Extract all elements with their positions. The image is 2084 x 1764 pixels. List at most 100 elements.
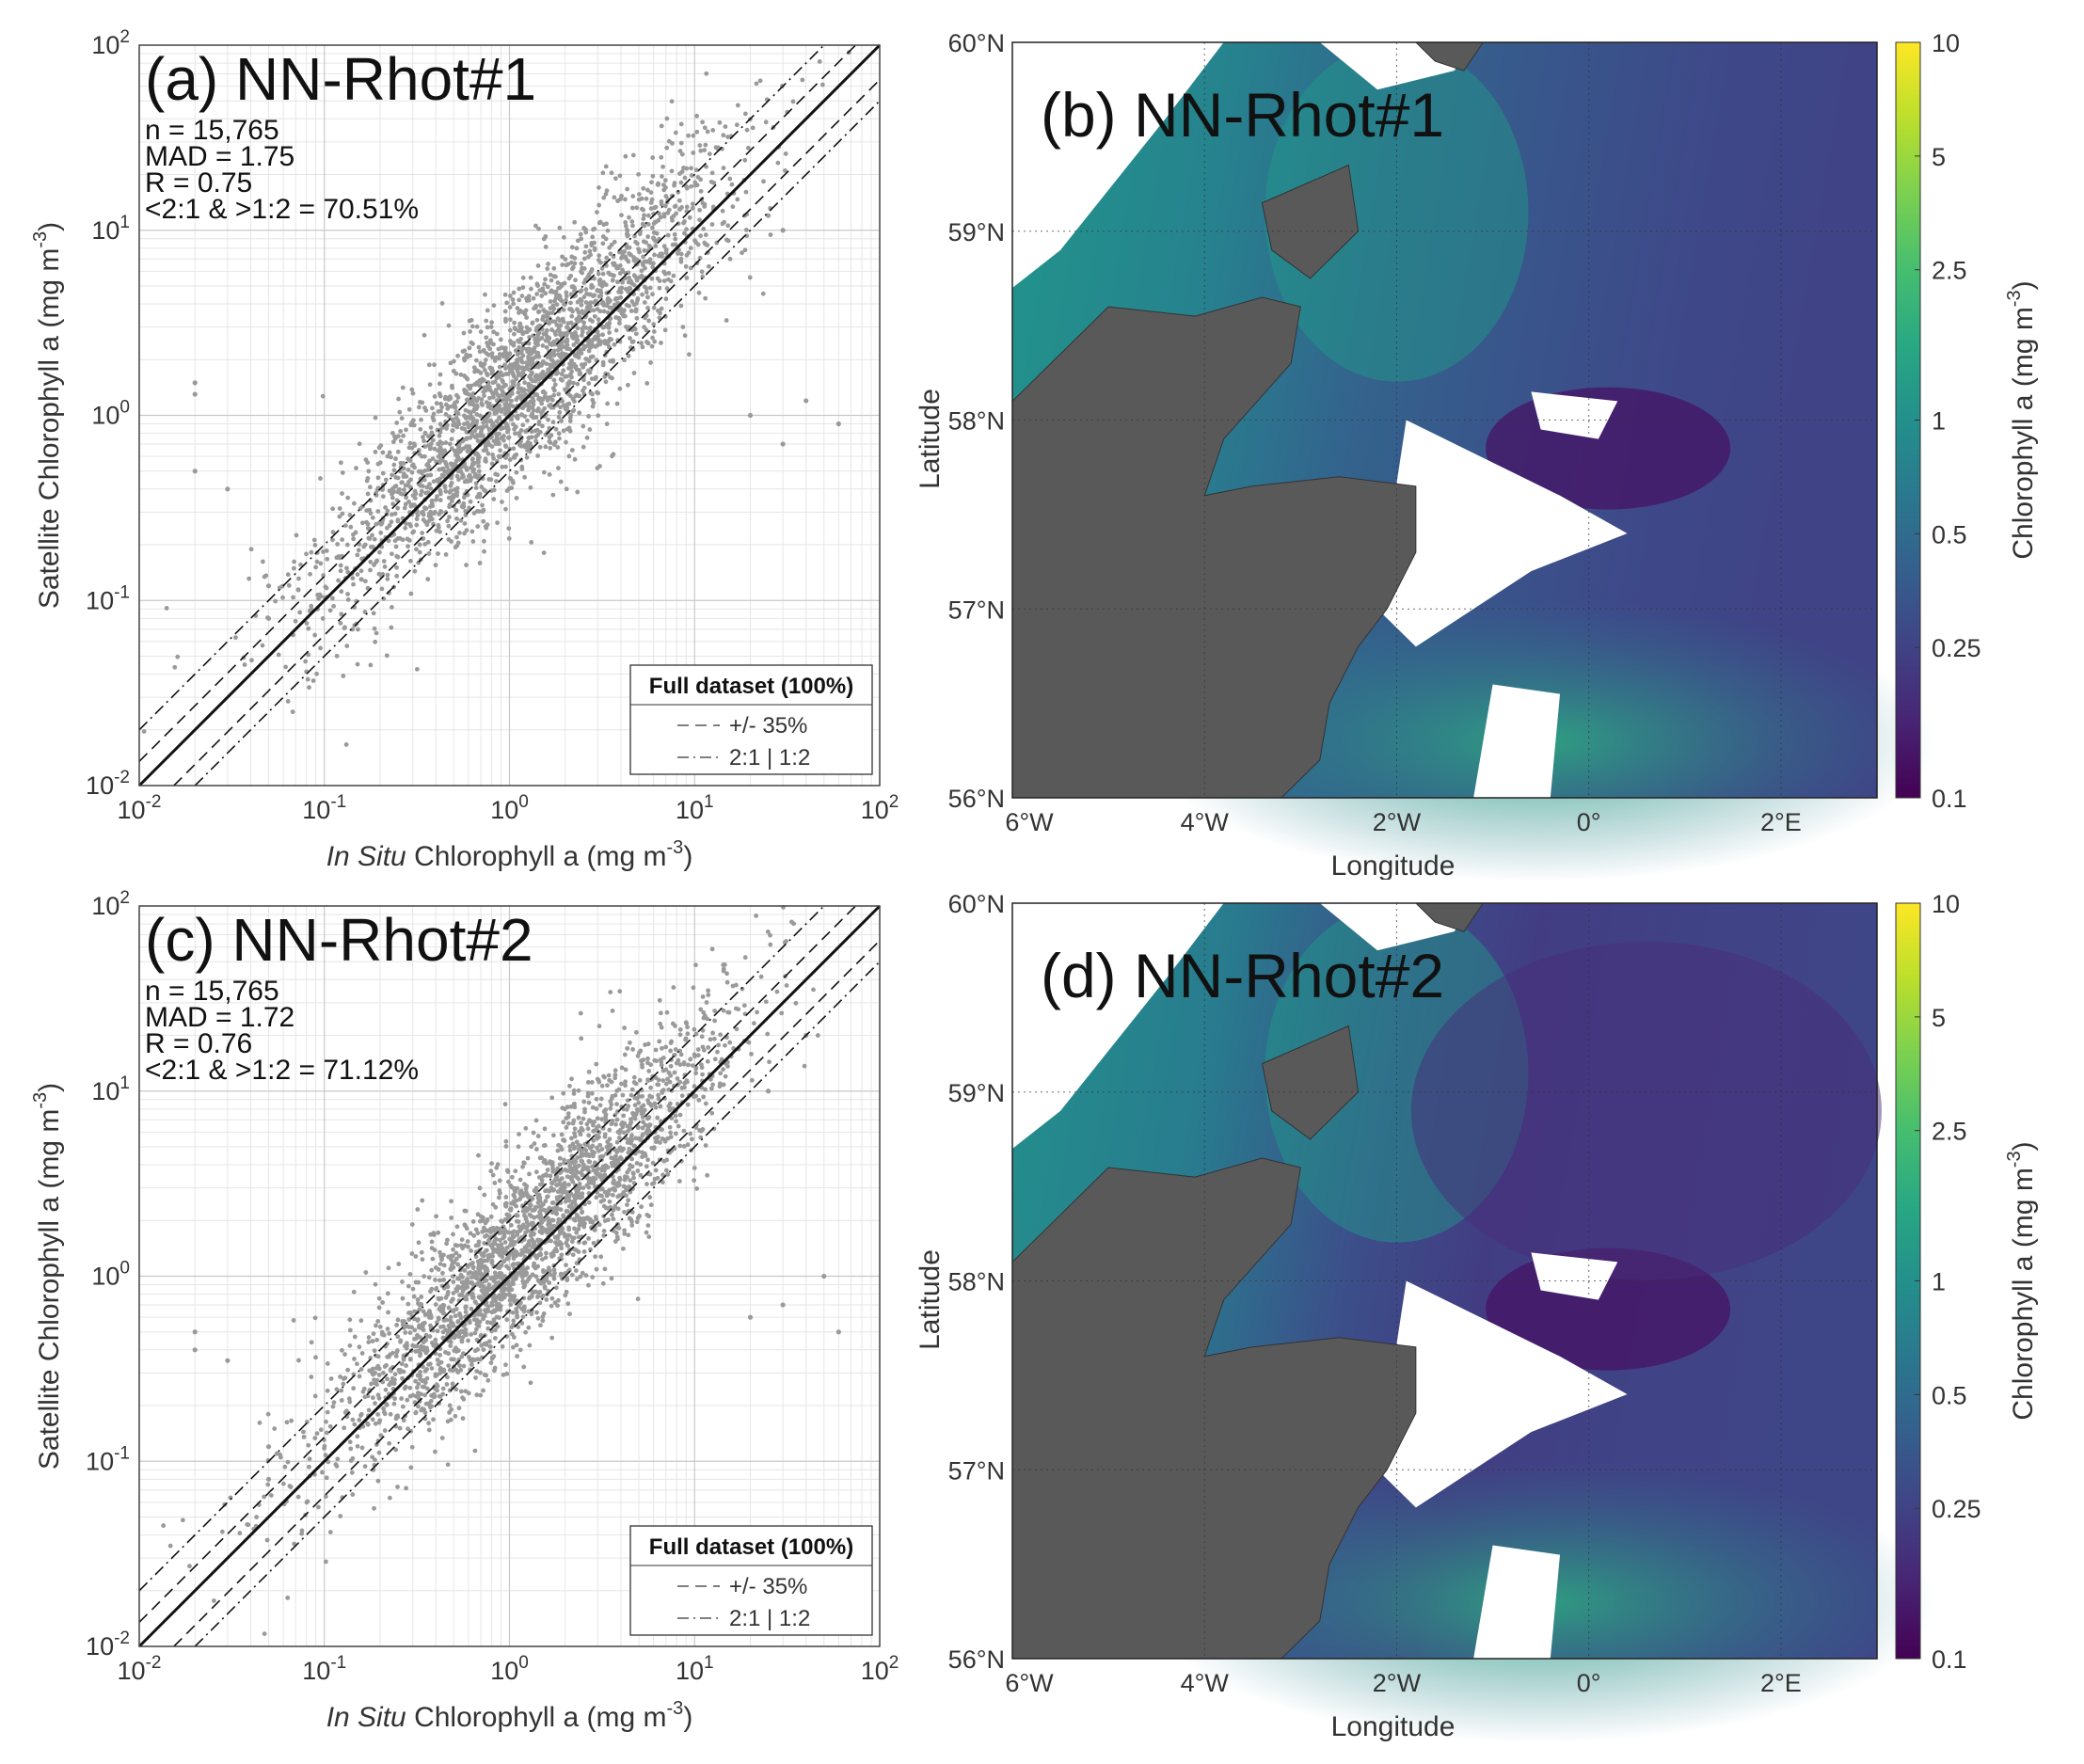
scatter-point <box>590 1275 595 1279</box>
scatter-point <box>401 1296 406 1301</box>
scatter-point <box>447 324 452 328</box>
scatter-point <box>569 1076 574 1081</box>
scatter-point <box>429 441 434 446</box>
scatter-point <box>620 1066 625 1071</box>
scatter-point <box>601 326 606 330</box>
scatter-point <box>555 1183 560 1187</box>
scatter-point <box>449 484 453 488</box>
scatter-point <box>707 264 711 269</box>
scatter-point <box>714 145 719 150</box>
scatter-point <box>591 338 596 342</box>
scatter-point <box>377 445 382 450</box>
x-tick-label-exp: 1 <box>704 792 714 812</box>
scatter-point <box>443 397 448 402</box>
scatter-point <box>598 1254 603 1259</box>
scatter-point <box>704 1102 708 1106</box>
scatter-point <box>476 396 481 401</box>
scatter-point <box>434 1214 438 1218</box>
scatter-point <box>471 1271 476 1276</box>
scatter-point <box>476 1153 481 1158</box>
scatter-point <box>417 405 422 409</box>
scatter-point <box>438 1371 443 1375</box>
scatter-point <box>456 419 461 423</box>
scatter-point <box>386 1291 390 1295</box>
scatter-point <box>371 1417 375 1422</box>
scatter-point <box>494 410 499 415</box>
scatter-point <box>517 386 521 390</box>
scatter-point <box>434 498 438 502</box>
scatter-point <box>730 183 735 187</box>
scatter-point <box>527 1171 532 1176</box>
scatter-point <box>406 456 410 461</box>
scatter-point <box>586 1091 591 1096</box>
scatter-point <box>607 1128 612 1133</box>
scatter-point <box>696 1053 701 1057</box>
scatter-point <box>339 460 343 465</box>
scatter-point <box>703 296 708 301</box>
scatter-point <box>635 1096 640 1101</box>
scatter-point <box>423 1410 428 1415</box>
scatter-point <box>467 1391 471 1395</box>
scatter-point <box>662 244 667 248</box>
scatter-point <box>503 1102 508 1106</box>
scatter-point <box>650 198 655 202</box>
scatter-point <box>750 1078 755 1083</box>
scatter-point <box>478 561 483 565</box>
scatter-point <box>428 510 433 515</box>
scatter-point <box>321 616 326 621</box>
x-tick-label-base: 10 <box>302 796 330 824</box>
scatter-point <box>277 653 281 658</box>
scatter-point <box>485 373 490 377</box>
scatter-point <box>641 262 645 267</box>
scatter-point <box>489 1215 494 1219</box>
scatter-point <box>475 405 480 409</box>
scatter-point <box>394 421 399 425</box>
y-axis-label: Latitude <box>915 389 946 489</box>
scatter-point <box>593 247 597 252</box>
scatter-point <box>392 485 397 489</box>
scatter-point <box>546 1194 550 1199</box>
scatter-point <box>634 205 639 210</box>
scatter-point <box>701 227 706 231</box>
scatter-point <box>385 653 390 658</box>
scatter-point <box>748 413 753 418</box>
scatter-point <box>488 341 493 345</box>
scatter-point <box>522 475 527 480</box>
scatter-point <box>380 586 385 591</box>
scatter-point <box>785 983 789 988</box>
scatter-point <box>403 1330 407 1335</box>
scatter-point <box>697 217 702 222</box>
scatter-point <box>420 401 424 405</box>
scatter-point <box>610 1276 614 1280</box>
scatter-point <box>399 1396 404 1401</box>
scatter-point <box>386 573 390 578</box>
scatter-point <box>324 1420 328 1424</box>
scatter-point <box>743 955 748 960</box>
scatter-point <box>501 438 506 443</box>
scatter-point <box>473 1276 478 1280</box>
scatter-point <box>485 1378 490 1383</box>
scatter-point <box>559 480 564 485</box>
x-axis-label-exp: -3 <box>667 837 684 858</box>
scatter-point <box>659 155 663 160</box>
scatter-point <box>531 379 535 384</box>
scatter-point <box>425 522 430 527</box>
scatter-point <box>409 446 414 451</box>
scatter-point <box>460 426 465 431</box>
scatter-point <box>463 521 468 526</box>
scatter-point <box>475 495 480 500</box>
scatter-point <box>328 1424 333 1429</box>
scatter-point <box>292 566 296 571</box>
scatter-point <box>597 253 601 258</box>
scatter-point <box>389 626 393 630</box>
scatter-point <box>428 516 433 521</box>
scatter-point <box>470 457 475 462</box>
scatter-point <box>474 358 479 363</box>
scatter-point <box>480 503 485 508</box>
scatter-point <box>453 372 458 376</box>
scatter-point <box>507 435 512 439</box>
scatter-point <box>718 1071 723 1075</box>
scatter-point <box>475 524 480 529</box>
scatter-point <box>448 442 453 447</box>
scatter-point <box>454 393 459 398</box>
